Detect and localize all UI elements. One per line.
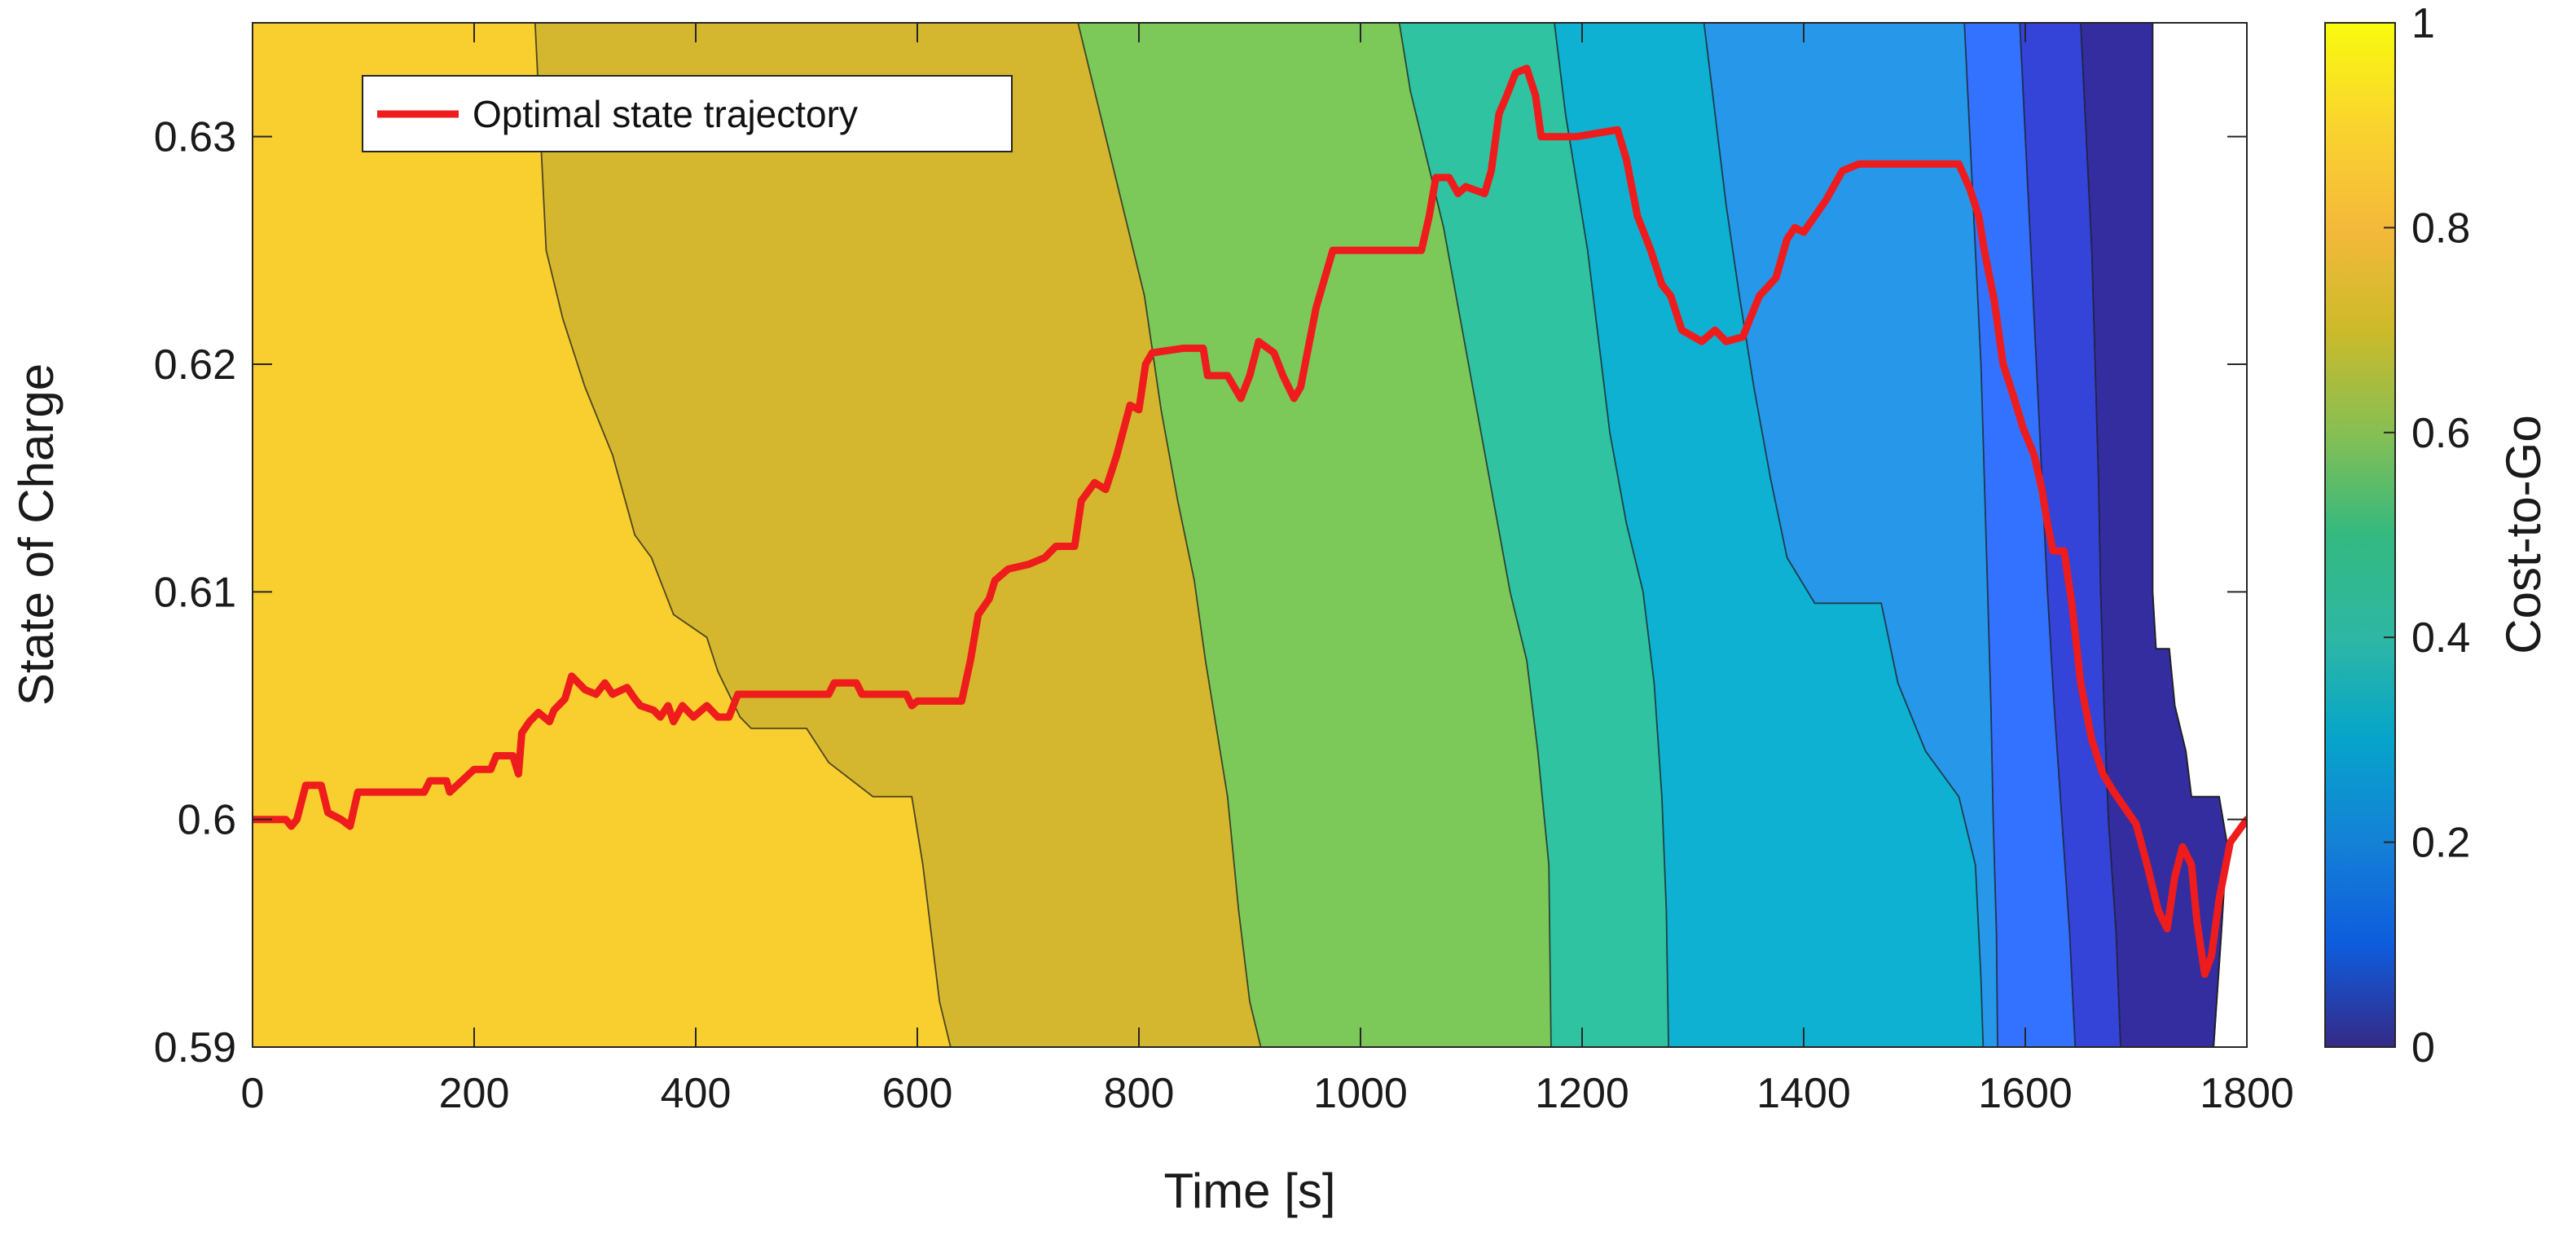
contour-region-7 bbox=[2020, 23, 2121, 1047]
contour-line-2 bbox=[1398, 23, 1552, 1047]
undefined-region bbox=[2152, 23, 2247, 820]
contour-line-3 bbox=[1554, 23, 1669, 1047]
y-tick-label: 0.6 bbox=[178, 797, 236, 844]
x-tick-label: 1600 bbox=[1978, 1070, 2073, 1117]
y-tick-label: 0.61 bbox=[154, 569, 236, 616]
plot-frame bbox=[252, 22, 2248, 1048]
colorbar-tick-label: 0.6 bbox=[2411, 410, 2470, 457]
legend-box bbox=[362, 75, 1013, 152]
colorbar: 0 0.2 0.4 0.6 0.8 1 Cost-to-Go bbox=[2324, 0, 2551, 1072]
legend-label: Optimal state trajectory bbox=[473, 93, 858, 135]
y-axis: 0.59 0.6 0.61 0.62 0.63 bbox=[154, 114, 2247, 1072]
series-layer bbox=[253, 64, 2247, 979]
y-axis-label: State of Charge bbox=[9, 363, 64, 706]
x-tick-label: 400 bbox=[661, 1070, 732, 1117]
x-tick-label: 1200 bbox=[1535, 1070, 1629, 1117]
colorbar-ticks: 0 0.2 0.4 0.6 0.8 1 bbox=[2384, 0, 2470, 1072]
colorbar-tick-label: 0 bbox=[2411, 1024, 2435, 1072]
x-tick-label: 1800 bbox=[2200, 1070, 2294, 1117]
x-tick-label: 1400 bbox=[1756, 1070, 1851, 1117]
x-tick-label: 1000 bbox=[1313, 1070, 1408, 1117]
y-tick-label: 0.62 bbox=[154, 341, 236, 389]
colorbar-tick-label: 0.2 bbox=[2411, 820, 2470, 867]
x-tick-label: 200 bbox=[439, 1070, 510, 1117]
colorbar-label: Cost-to-Go bbox=[2496, 415, 2551, 654]
legend: Optimal state trajectory bbox=[362, 75, 1013, 152]
plot-area: 0 200 400 600 800 1000 1200 1400 1600 1800 0.590.… bbox=[154, 22, 2294, 1117]
x-axis-label: Time [s] bbox=[1163, 1164, 1335, 1218]
y-tick-label: 0.59 bbox=[154, 1024, 236, 1072]
contour-line-4 bbox=[1703, 23, 1985, 1047]
contour-region-3 bbox=[1399, 23, 1669, 1047]
series-line-0 bbox=[253, 64, 2247, 979]
contour-line-1 bbox=[1077, 23, 1262, 1047]
contour-region-2 bbox=[1078, 23, 1551, 1047]
contour-regions bbox=[253, 23, 2247, 1047]
colorbar-gradient bbox=[2324, 22, 2396, 1048]
x-axis: 0 200 400 600 800 1000 1200 1400 1600 1800 bbox=[241, 23, 2294, 1117]
colorbar-tick-label: 0.8 bbox=[2411, 205, 2470, 252]
y-tick-label: 0.63 bbox=[154, 114, 236, 161]
contour-line-6 bbox=[2019, 23, 2077, 1047]
x-tick-label: 600 bbox=[882, 1070, 953, 1117]
x-tick-label: 800 bbox=[1104, 1070, 1175, 1117]
contour-region-1 bbox=[534, 23, 1261, 1047]
colorbar-tick-label: 0.4 bbox=[2411, 614, 2470, 662]
colorbar-tick-label: 1 bbox=[2411, 0, 2435, 47]
x-tick-label: 0 bbox=[241, 1070, 265, 1117]
contour-line-7 bbox=[2080, 23, 2121, 1047]
contour-line-0 bbox=[534, 23, 952, 1047]
